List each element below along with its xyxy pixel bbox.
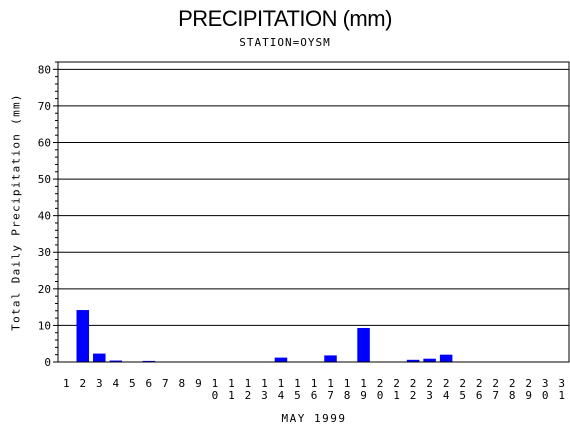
x-tick-label: 5 xyxy=(129,377,136,390)
bar-day-6 xyxy=(142,360,156,362)
x-axis-label: MAY 1999 xyxy=(281,412,347,425)
bar-day-22 xyxy=(406,359,420,362)
bar-day-2 xyxy=(76,310,90,362)
x-tick-label: 9 xyxy=(195,377,202,390)
bar-day-23 xyxy=(423,358,436,362)
y-tick-label: 60 xyxy=(38,136,51,149)
y-tick-label: 10 xyxy=(38,319,51,332)
plot-frame xyxy=(57,61,570,363)
x-tick-label: 7 xyxy=(162,377,169,390)
bar-day-24 xyxy=(439,354,453,362)
chart-title: PRECIPITATION (mm) xyxy=(178,6,392,31)
y-tick-label: 50 xyxy=(38,173,51,186)
chart-subtitle: STATION=OYSM xyxy=(239,36,331,49)
x-tick-label: 8 xyxy=(179,377,186,390)
bar-day-14 xyxy=(274,357,288,362)
y-tick-label: 20 xyxy=(38,283,51,296)
y-tick-label: 40 xyxy=(38,210,51,223)
y-tick-label: 0 xyxy=(44,356,51,369)
x-tick-label: 3 xyxy=(96,377,103,390)
x-tick-label: 4 xyxy=(112,377,119,390)
bar-day-19 xyxy=(357,327,370,362)
y-tick-label: 70 xyxy=(38,100,51,113)
bar-day-17 xyxy=(324,355,337,362)
x-tick-label: 2 xyxy=(79,377,86,390)
bar-day-4 xyxy=(109,360,123,362)
y-tick-label: 80 xyxy=(38,63,51,76)
x-tick-label: 6 xyxy=(146,377,153,390)
y-tick-label: 30 xyxy=(38,246,51,259)
bar-day-3 xyxy=(93,353,106,362)
x-tick-label: 1 xyxy=(63,377,70,390)
